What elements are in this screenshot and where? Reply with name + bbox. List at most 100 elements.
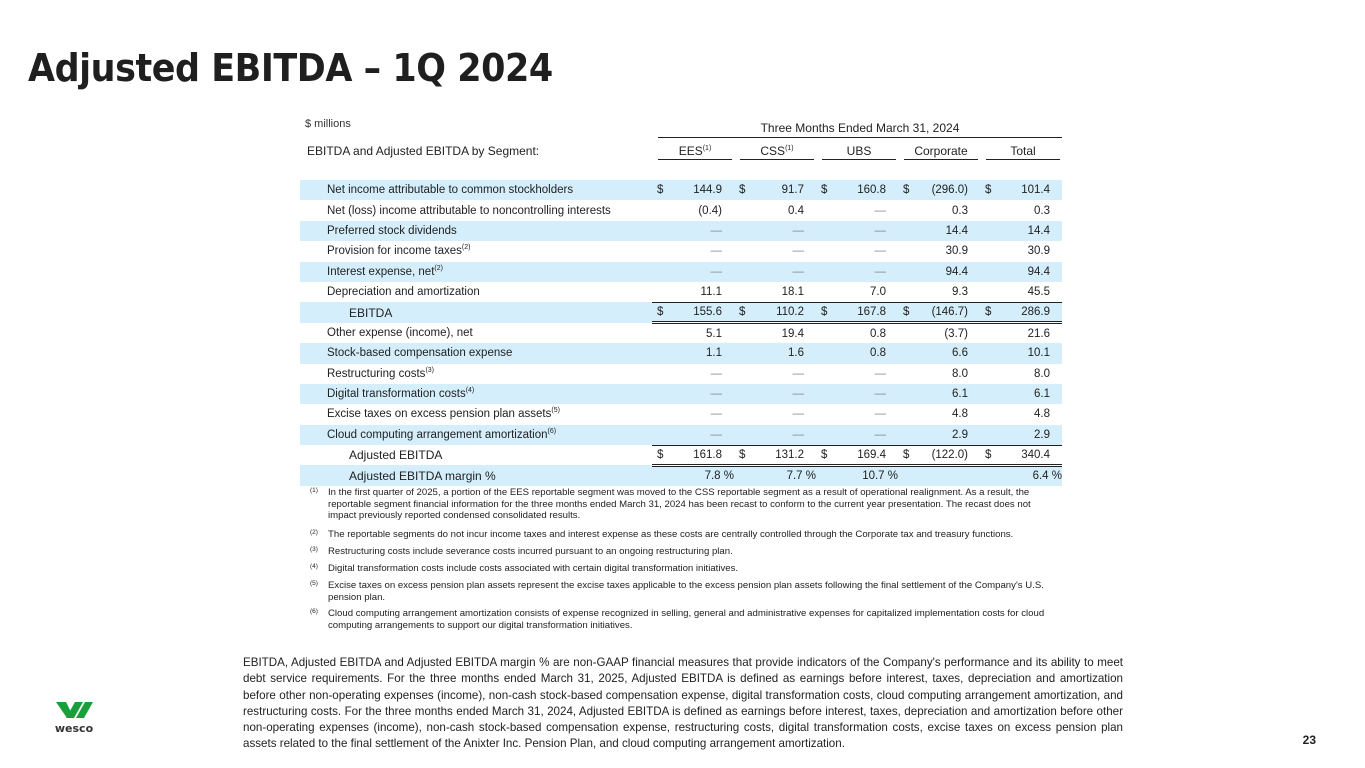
row-label-text: Cloud computing arrangement amortization [327,428,548,441]
currency-symbol [652,261,666,282]
currency-symbol [898,200,912,220]
cell-value: 1.6 [748,343,816,364]
footnote-text: Restructuring costs include severance co… [328,546,733,557]
cell-value: 30.9 [1027,245,1050,258]
currency-symbol: $ [816,180,830,201]
row-label-text: Stock-based compensation expense [327,347,513,360]
currency-symbol [652,323,666,343]
currency-symbol [898,383,912,405]
footnote-ref: (3) [425,366,434,374]
cell-value: 8.0 [952,367,968,380]
row-label: Other expense (income), net [300,323,652,343]
currency-symbol [734,323,748,343]
currency-symbol [816,323,830,343]
cell-value: 7.7 % [748,465,816,486]
cell-value: 4.8 [1034,408,1050,421]
cell-value: 5.1 [706,327,722,340]
page-title: Adjusted EBITDA – 1Q 2024 [28,46,553,90]
footnote-ref: (2) [461,244,471,252]
cell-value: 0.3 [952,204,968,217]
currency-symbol [734,404,748,424]
cell-value: 0.4 [788,204,804,217]
row-label-text: Other expense (income), net [327,326,473,339]
cell-value: — [874,408,887,421]
table-row: Preferred stock dividends — — — 14.4 14.4 [300,220,1062,242]
currency-symbol [980,404,994,424]
cell-value: 94.4 [994,261,1062,282]
row-label-text: Interest expense, net [327,265,435,278]
currency-symbol [980,220,994,242]
footnote-ref: (2) [434,264,443,272]
table-row: Interest expense, net(2) — — — 94.4 94.4 [300,261,1062,282]
currency-symbol [652,404,666,424]
currency-symbol [980,424,994,446]
currency-symbol [980,343,994,364]
currency-symbol [898,424,912,446]
cell-value: 0.3 [1034,204,1050,217]
footnote-text: Digital transformation costs include cos… [328,563,739,574]
cell-value: — [666,383,734,405]
cell-value: (296.0) [912,180,980,201]
footnote-ref: (1) [702,145,712,152]
currency-symbol [980,383,994,405]
currency-symbol [816,241,830,261]
ebitda-table: Net income attributable to common stockh… [300,180,1062,486]
row-label: Depreciation and amortization [300,282,652,302]
cell-value: (3.7) [944,327,968,340]
currency-symbol [652,241,666,261]
currency-symbol [652,220,666,242]
currency-symbol [980,282,994,302]
cell-value: 161.8 [666,444,734,467]
footnote: (2) The reportable segments do not incur … [310,529,1060,541]
cell-value: — [792,408,805,421]
footnote-ref: (4) [465,387,475,395]
wesco-logo: wesco [52,700,96,741]
svg-text:wesco: wesco [55,722,94,735]
row-label-text: Depreciation and amortization [327,286,480,299]
table-row: Net income attributable to common stockh… [300,180,1062,201]
cell-value: 167.8 [830,301,898,325]
cell-value: — [666,424,734,446]
row-label-text: Excise taxes on excess pension plan asse… [327,408,552,421]
currency-symbol: $ [898,301,912,325]
cell-value [912,465,980,486]
row-label-text: Net income attributable to common stockh… [327,184,574,197]
cell-value: 19.4 [781,327,804,340]
cell-value: 10.7 % [830,465,898,486]
currency-symbol [816,404,830,424]
row-label: Net income attributable to common stockh… [300,180,652,201]
table-row: Digital transformation costs(4) — — — 6.1 6.1 [300,383,1062,405]
currency-symbol [898,323,912,343]
page-number: 23 [1302,733,1316,747]
row-label-text: Preferred stock dividends [327,224,457,237]
currency-symbol [898,241,912,261]
currency-symbol [816,343,830,364]
cell-value: — [748,383,816,405]
footnote-text: In the first quarter of 2025, a portion … [328,487,1031,521]
table-row: Excise taxes on excess pension plan asse… [300,404,1062,424]
row-label: Preferred stock dividends [300,220,652,242]
currency-symbol: $ [980,444,994,467]
table-row: Other expense (income), net 5.1 19.4 0.8 (3.… [300,323,1062,343]
currency-symbol [816,383,830,405]
cell-value: 8.0 [1034,367,1050,380]
cell-value: 21.6 [1027,327,1050,340]
currency-symbol: $ [734,301,748,325]
currency-symbol [734,282,748,302]
column-header: UBS [822,144,896,158]
currency-symbol [652,424,666,446]
currency-symbol [816,465,830,486]
currency-symbol [652,364,666,384]
cell-value: — [792,367,805,380]
cell-value: 0.8 [830,343,898,364]
divider [740,159,814,160]
row-label: Restructuring costs(3) [300,364,652,384]
cell-value: 155.6 [666,301,734,325]
footnote-text: Cloud computing arrangement amortization… [328,608,1045,631]
footnote-text: Excise taxes on excess pension plan asse… [328,580,1044,603]
cell-value: 30.9 [945,245,968,258]
cell-value: 160.8 [830,180,898,201]
footnote-number: (3) [310,546,318,553]
cell-value: 6.4 % [994,465,1062,486]
cell-value: 169.4 [830,444,898,467]
